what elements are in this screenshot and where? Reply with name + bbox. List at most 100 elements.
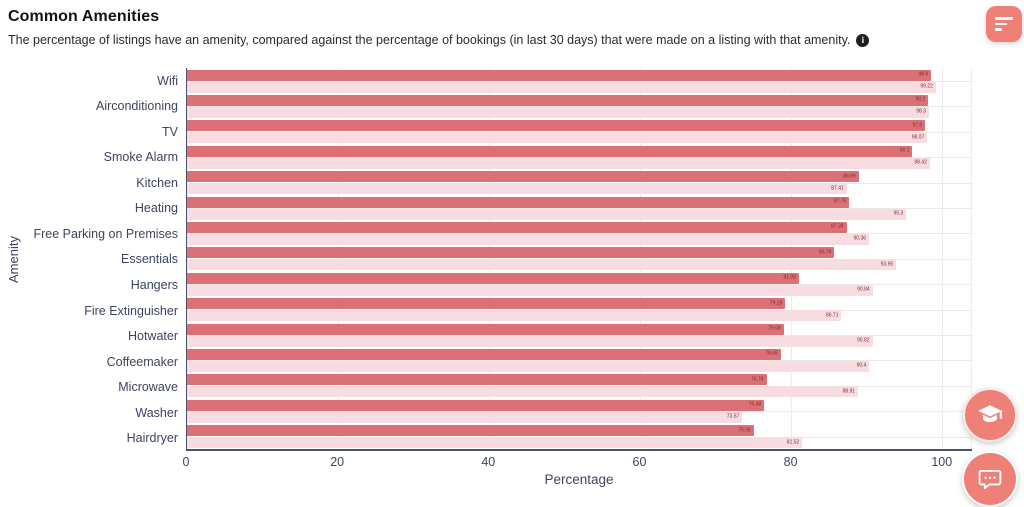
bar-listings[interactable]: 98.2 bbox=[187, 94, 929, 106]
chart-subtitle: The percentage of listings have an ameni… bbox=[8, 33, 851, 47]
gridline bbox=[488, 68, 490, 449]
bar-listings[interactable]: 78.68 bbox=[187, 348, 781, 360]
bar-bookings[interactable]: 86.71 bbox=[187, 310, 842, 322]
bar-listings[interactable]: 98.6 bbox=[187, 69, 932, 81]
category-label: Washer bbox=[135, 405, 178, 420]
category-label: TV bbox=[162, 124, 178, 139]
bar-bookings[interactable]: 90.36 bbox=[187, 233, 870, 245]
bar-value-label: 88.99 bbox=[843, 173, 856, 180]
x-axis-ticks: 0 20 40 60 80 100 bbox=[182, 455, 972, 469]
bar-value-label: 76.48 bbox=[748, 401, 762, 408]
bar-value-label: 95.3 bbox=[893, 210, 904, 217]
bar-value-label: 90.36 bbox=[853, 235, 867, 242]
category-label: Coffeemaker bbox=[106, 354, 178, 369]
bar-group: 96.1 98.42 bbox=[187, 144, 972, 169]
bar-value-label: 96.1 bbox=[899, 147, 910, 154]
bar-group: 87.76 95.3 bbox=[187, 195, 972, 220]
bar-listings[interactable]: 87.76 bbox=[187, 196, 850, 208]
education-button[interactable] bbox=[963, 388, 1017, 442]
bar-value-label: 90.82 bbox=[857, 337, 870, 344]
bar-value-label: 98.07 bbox=[911, 134, 925, 141]
bar-group: 75.08 81.52 bbox=[187, 424, 972, 449]
plot-area: 98.6 99.22 98.2 98.3 97.8 98.07 96.1 98.42 88.99… bbox=[186, 68, 972, 451]
bar-value-label: 85.78 bbox=[818, 249, 832, 256]
bar-bookings[interactable]: 98.07 bbox=[187, 132, 928, 144]
category-labels: Wifi Airconditioning TV Smoke Alarm Kitchen H… bbox=[24, 68, 184, 451]
bar-value-label: 78.68 bbox=[765, 350, 778, 357]
gridline bbox=[639, 68, 641, 449]
bar-listings[interactable]: 76.48 bbox=[187, 399, 765, 411]
bar-value-label: 93.95 bbox=[880, 261, 894, 268]
bar-listings[interactable]: 87.38 bbox=[187, 221, 847, 233]
category-label: Essentials bbox=[121, 252, 178, 267]
bar-value-label: 86.71 bbox=[825, 312, 839, 319]
bar-group: 97.8 98.07 bbox=[187, 119, 972, 144]
bar-listings[interactable]: 76.78 bbox=[187, 374, 767, 386]
category-label: Wifi bbox=[157, 73, 178, 88]
bar-bookings[interactable]: 99.22 bbox=[187, 81, 936, 93]
bar-value-label: 81.52 bbox=[786, 439, 800, 446]
bar-value-label: 99.22 bbox=[920, 83, 933, 90]
bar-listings[interactable]: 88.99 bbox=[187, 171, 859, 183]
bar-bookings[interactable]: 90.4 bbox=[187, 360, 870, 372]
bar-listings[interactable]: 96.1 bbox=[187, 145, 913, 157]
bar-value-label: 98.6 bbox=[918, 71, 929, 78]
bar-group: 98.6 99.22 bbox=[187, 68, 972, 93]
bar-bookings[interactable]: 73.57 bbox=[187, 411, 743, 423]
bar-group: 87.38 90.36 bbox=[187, 220, 972, 245]
bar-value-label: 90.84 bbox=[857, 286, 870, 293]
category-label: Kitchen bbox=[136, 175, 178, 190]
bar-listings[interactable]: 79.08 bbox=[187, 323, 784, 335]
category-label: Hairdryer bbox=[126, 431, 178, 446]
x-tick-label: 100 bbox=[931, 455, 953, 469]
bar-group: 88.99 87.41 bbox=[187, 170, 972, 195]
bar-listings[interactable]: 97.8 bbox=[187, 120, 926, 132]
bar-value-label: 98.42 bbox=[914, 159, 927, 166]
bar-value-label: 98.2 bbox=[915, 96, 926, 103]
chat-button[interactable] bbox=[962, 451, 1018, 507]
chat-bubble-icon bbox=[978, 469, 1002, 490]
bar-listings[interactable]: 85.78 bbox=[187, 247, 835, 259]
bar-value-label: 90.4 bbox=[856, 362, 867, 369]
bar-group: 98.2 98.3 bbox=[187, 93, 972, 118]
bar-bookings[interactable]: 90.84 bbox=[187, 284, 873, 296]
bar-listings[interactable]: 75.08 bbox=[187, 425, 754, 437]
x-tick-label: 40 bbox=[481, 455, 496, 469]
bar-bookings[interactable]: 95.3 bbox=[187, 208, 907, 220]
report-button[interactable] bbox=[986, 6, 1022, 42]
bar-bookings[interactable]: 90.82 bbox=[187, 335, 873, 347]
x-tick-label: 80 bbox=[783, 455, 798, 469]
category-label: Hangers bbox=[130, 278, 178, 293]
bar-group: 81.08 90.84 bbox=[187, 271, 972, 296]
category-label: Free Parking on Premises bbox=[33, 226, 178, 241]
bar-listings[interactable]: 79.28 bbox=[187, 298, 786, 310]
category-label: Smoke Alarm bbox=[103, 150, 178, 165]
category-label: Hotwater bbox=[127, 329, 178, 344]
bar-bookings[interactable]: 88.91 bbox=[187, 386, 859, 398]
bar-value-label: 79.08 bbox=[768, 325, 781, 332]
bar-group: 79.28 86.71 bbox=[187, 297, 972, 322]
bar-value-label: 98.3 bbox=[916, 108, 926, 115]
bar-group: 85.78 93.95 bbox=[187, 246, 972, 271]
bar-value-label: 79.28 bbox=[769, 300, 783, 307]
bar-bookings[interactable]: 87.41 bbox=[187, 183, 847, 195]
bar-rows: 98.6 99.22 98.2 98.3 97.8 98.07 96.1 98.42 88.99… bbox=[187, 68, 972, 449]
gridline bbox=[941, 68, 943, 449]
bar-group: 76.48 73.57 bbox=[187, 398, 972, 423]
gridline bbox=[790, 68, 792, 449]
category-label: Airconditioning bbox=[96, 99, 178, 114]
bar-value-label: 87.41 bbox=[831, 185, 844, 192]
bar-bookings[interactable]: 98.3 bbox=[187, 106, 929, 118]
bar-listings[interactable]: 81.08 bbox=[187, 272, 799, 284]
x-tick-label: 0 bbox=[182, 455, 190, 469]
bar-bookings[interactable]: 98.42 bbox=[187, 157, 930, 169]
info-icon[interactable]: i bbox=[856, 33, 870, 47]
bar-bookings[interactable]: 93.95 bbox=[187, 259, 897, 271]
bar-group: 79.08 90.82 bbox=[187, 322, 972, 347]
x-tick-label: 60 bbox=[632, 455, 647, 469]
category-label: Microwave bbox=[118, 380, 178, 395]
bar-value-label: 73.57 bbox=[726, 413, 740, 420]
bar-value-label: 76.78 bbox=[751, 376, 764, 383]
x-tick-label: 20 bbox=[330, 455, 345, 469]
bar-bookings[interactable]: 81.52 bbox=[187, 437, 803, 449]
